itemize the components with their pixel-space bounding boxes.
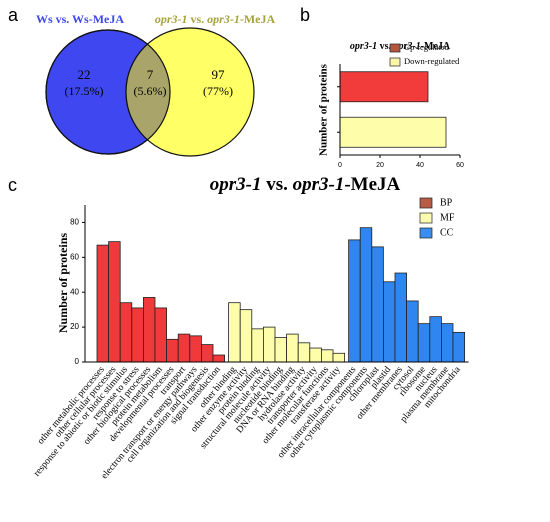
bar [417,323,431,363]
x-tick-label: 60 [456,162,464,169]
bar [189,335,202,363]
set-label: opr3-1 vs. opr3-1-MeJA [155,12,276,26]
legend-label: Down-regulated [404,56,460,66]
bar [251,328,264,363]
chart-title-part: vs. [377,41,393,52]
legend-swatch [419,227,433,239]
bar [339,71,429,103]
bar [339,116,447,148]
bar [166,338,179,363]
region-percent: (5.6%) [134,84,167,98]
set-label-part: -MeJA [240,12,276,26]
legend-swatch [419,197,433,209]
legend-label: Up-regulated [404,42,450,52]
chart-title-part: -MeJA [421,41,451,52]
chart-title: opr3-1 vs. opr3-1-MeJA [350,41,451,52]
bar [108,241,121,363]
chart-title-part: opr3-1 [393,41,420,52]
chart-title-part: opr3-1 [350,41,377,52]
bar [177,333,191,363]
bar [297,342,311,363]
bar [212,354,226,363]
set-label-part: Ws vs. Ws-MeJA [36,12,124,26]
chart-title: opr3-1 vs. opr3-1-MeJA [210,174,401,195]
y-tick-label: 60 [70,252,79,261]
legend-label: BP [440,197,453,208]
venn-overlap [125,30,170,154]
set-label-part: vs. [188,12,208,26]
legend-swatch [389,43,401,53]
bar [309,347,322,363]
bar [131,307,144,363]
region-percent: (77%) [203,84,233,98]
chart-title-part: opr3-1 [210,174,262,195]
region-percent: (17.5%) [65,84,104,98]
set-label-part: opr3-1 [207,12,240,26]
region-count: 7 [147,67,154,82]
panel-label: a [8,5,19,25]
bar [371,246,384,363]
legend-label: MF [440,212,455,223]
set-label: Ws vs. Ws-MeJA [36,12,124,26]
chart-title-part: opr3-1 [293,174,345,195]
x-tick-label: 20 [376,162,384,169]
bar [332,352,346,363]
bar [228,302,241,363]
y-tick-label: 20 [70,322,79,331]
chart-title-part: -MeJA [344,174,400,195]
panel-label: b [300,5,310,25]
bar [274,337,288,363]
x-tick-label: 0 [338,162,342,169]
bar [382,281,396,363]
bar [406,300,419,363]
bar [394,272,408,363]
bar [348,239,361,363]
legend-label: CC [440,227,454,238]
y-axis-label: Number of proteins [318,63,330,156]
bar [286,333,299,363]
legend-swatch [419,212,433,224]
venn-outline [45,29,171,155]
bar [429,316,442,363]
bar [119,302,133,363]
y-tick-label: 80 [70,218,79,227]
bar [262,326,276,363]
bar [142,297,156,363]
region-count: 97 [212,67,226,82]
legend-swatch [389,57,401,67]
bar [440,323,454,363]
region-count: 22 [78,67,91,82]
bar [359,227,373,363]
bar [320,349,334,363]
y-axis-label: Number of proteins [56,233,70,334]
bar [452,331,466,363]
y-tick-label: 0 [75,357,80,366]
x-tick-label: 40 [416,162,424,169]
bar [200,344,214,363]
y-tick-label: 40 [70,287,79,296]
set-label-part: opr3-1 [155,12,188,26]
bar [239,309,253,363]
panel-label: c [8,175,17,195]
chart-title-part: vs. [261,174,292,195]
bar [96,244,110,363]
bar [154,307,168,363]
